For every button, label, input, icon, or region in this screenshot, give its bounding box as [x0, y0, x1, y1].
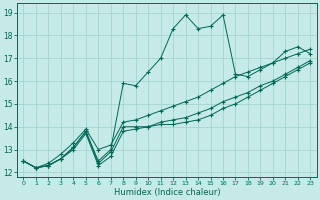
X-axis label: Humidex (Indice chaleur): Humidex (Indice chaleur)	[114, 188, 220, 197]
